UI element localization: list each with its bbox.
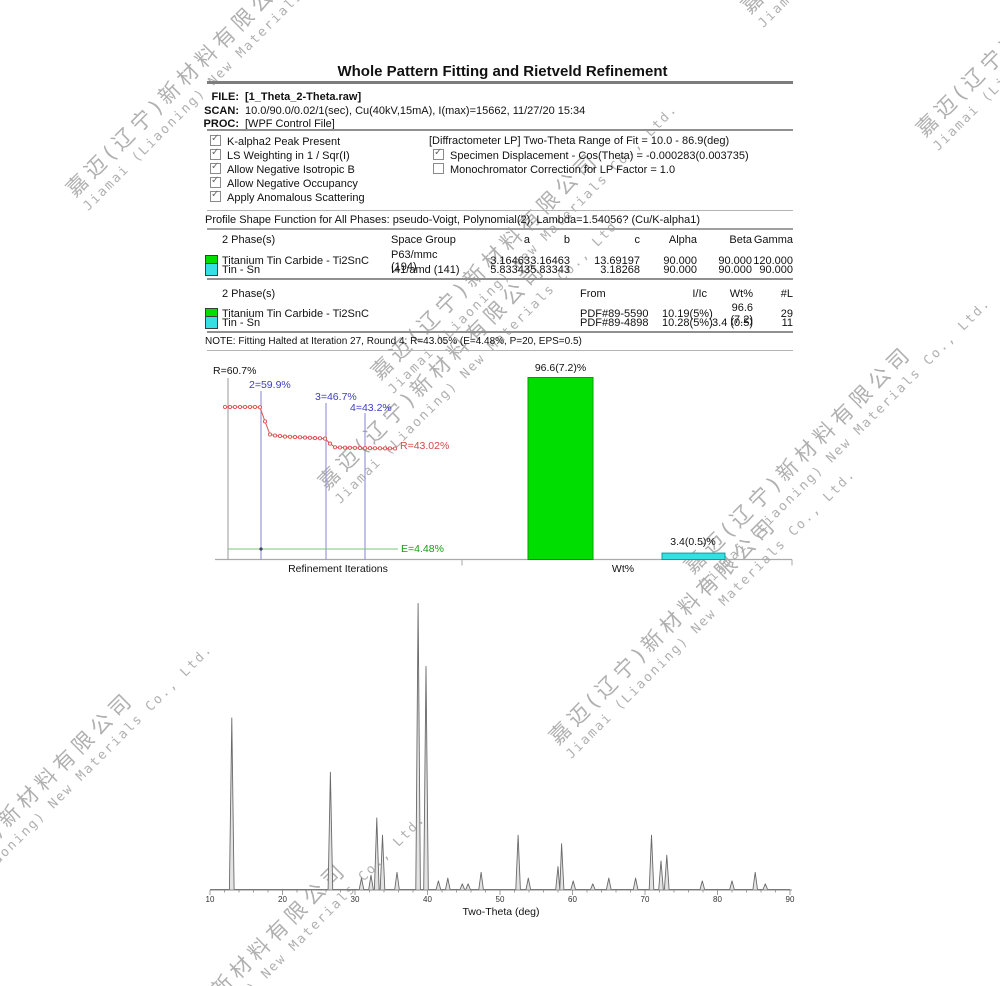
checkbox-checked[interactable] [433,147,444,160]
proc-value: [WPF Control File] [245,118,335,130]
col-alpha: Alpha [668,234,697,246]
col-iic: I/Ic [692,288,707,300]
scan-row: SCAN: 10.0/90.0/0.02/1(sec), Cu(40kV,15m… [0,105,1000,118]
col-b: b [563,234,570,246]
xrd-tick-label: 90 [786,895,795,904]
convergence-chart [215,377,793,566]
option-negative-isotropic-b: Allow Negative Isotropic B [210,161,355,176]
option-kalpha2: K-alpha2 Peak Present [210,133,341,148]
option-label: Monochromator Correction for LP Factor =… [450,164,676,176]
option-anomalous-scattering: Apply Anomalous Scattering [210,189,365,204]
fitting-note: NOTE: Fitting Halted at Iteration 27, Ro… [205,336,582,347]
col-beta: Beta [729,234,752,246]
option-label: Allow Negative Occupancy [227,178,358,190]
option-label: K-alpha2 Peak Present [227,136,341,148]
option-monochromator: Monochromator Correction for LP Factor =… [433,163,675,176]
xrd-tick-label: 60 [568,895,577,904]
xrd-tick-label: 50 [496,895,505,904]
divider [207,350,793,351]
xrd-tick-label: 20 [278,895,287,904]
col-wt: Wt% [729,288,753,300]
checkbox-checked[interactable] [210,161,221,174]
option-specimen-displacement: Specimen Displacement - Cos(Theta) = -0.… [433,147,749,162]
divider [207,129,793,131]
file-row: FILE: [1_Theta_2-Theta.raw] [0,91,1000,104]
option-label: LS Weighting in 1 / Sqr(I) [227,150,350,162]
table-row: Tin - Sn I41/amd (141) 5.83343 5.83343 3… [205,263,793,276]
checkbox-checked[interactable] [210,147,221,160]
col-space-group: Space Group [391,234,456,246]
option-ls-weighting: LS Weighting in 1 / Sqr(I) [210,147,350,162]
round2-label: 2=59.9% [249,379,291,391]
col-a: a [523,234,530,246]
checkbox-checked[interactable] [210,133,221,146]
wt-axis-label: Wt% [611,563,635,575]
phase-name: Tin - Sn [222,263,261,276]
xrd-tick-label: 10 [206,895,215,904]
round3-label: 3=46.7% [315,391,357,403]
divider [207,81,793,84]
proc-row: PROC: [WPF Control File] [0,118,1000,131]
e-label: E=4.48% [401,543,444,555]
option-two-theta-range: [Diffractometer LP] Two-Theta Range of F… [429,135,729,148]
scan-label: SCAN: [204,105,239,117]
phase-name: Titanium Tin Carbide - Ti2SnC [222,308,369,320]
phase-table2-header: 2 Phase(s) From I/Ic Wt% #L [205,288,793,300]
phase-table1-header: 2 Phase(s) Space Group a b c Alpha Beta … [205,234,793,246]
xrd-axis-label: Two-Theta (deg) [462,906,539,918]
option-label: Apply Anomalous Scattering [227,192,365,204]
col-gamma: Gamma [753,234,793,246]
xrd-tick-label: 80 [713,895,722,904]
table-row: Tin - Sn PDF#89-4898 10.28(5%) 3.4 (0.5)… [205,316,793,329]
divider [207,228,793,230]
option-negative-occupancy: Allow Negative Occupancy [210,175,358,190]
round4-label: 4=43.2% [350,402,392,414]
checkbox-checked[interactable] [210,189,221,202]
cyan-bar-value: 3.4(0.5)% [670,536,716,548]
xrd-pattern-chart: 10 20 30 40 50 60 70 80 90 Two-Theta (deg) [206,603,795,918]
scan-value: 10.0/90.0/0.02/1(sec), Cu(40kV,15mA), I(… [245,105,586,117]
r-start-label: R=60.7% [213,365,257,377]
pdf-ref: PDF#89-5590 [580,308,649,320]
r-final-label: R=43.02% [400,440,450,452]
page-title: Whole Pattern Fitting and Rietveld Refin… [337,63,668,80]
col-phase: 2 Phase(s) [222,234,276,246]
phase-color-swatch [205,263,218,276]
checkbox-unchecked[interactable] [433,163,444,174]
space-group: I41/amd (141) [391,263,460,276]
phase-color-swatch [205,316,218,329]
divider [207,278,793,280]
profile-shape-line: Profile Shape Function for All Phases: p… [205,214,700,226]
phase-name: Tin - Sn [222,316,261,329]
proc-label: PROC: [203,118,239,130]
space-group: P63/mmc (194) [391,249,438,273]
xrd-tick-label: 30 [351,895,360,904]
col-c: c [634,234,641,246]
table-row: Titanium Tin Carbide - Ti2SnC P63/mmc (1… [205,249,793,273]
file-label: FILE: [211,91,240,103]
checkbox-checked[interactable] [210,175,221,188]
col-lines: #L [780,288,793,300]
col-phase: 2 Phase(s) [222,288,276,300]
divider [207,331,793,333]
option-label: [Diffractometer LP] Two-Theta Range of F… [429,135,730,147]
watermark-en: Jiamai (Liaoning) New Materials Co., Ltd… [755,0,1000,32]
green-bar-value: 96.6(7.2)% [534,362,587,374]
col-from: From [580,288,606,300]
watermark-cn: 嘉迈(辽宁)新材料有限公司 [0,686,140,925]
option-label: Allow Negative Isotropic B [227,164,355,176]
option-label: Specimen Displacement - Cos(Theta) = -0.… [450,150,749,162]
iterations-axis-label: Refinement Iterations [288,563,388,575]
pdf-ref: PDF#89-4898 [580,316,649,329]
xrd-tick-label: 70 [641,895,650,904]
file-value: [1_Theta_2-Theta.raw] [245,91,362,103]
phase-name: Titanium Tin Carbide - Ti2SnC [222,255,369,267]
divider [207,210,793,211]
xrd-tick-label: 40 [423,895,432,904]
